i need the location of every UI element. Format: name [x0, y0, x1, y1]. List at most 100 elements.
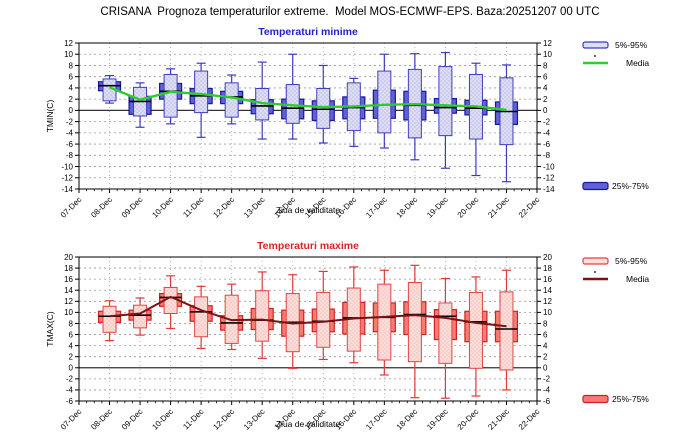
y-tick-label-left: 12 [64, 297, 73, 306]
y-tick-label-right: 8 [543, 319, 548, 328]
y-tick-label-left: 2 [69, 95, 74, 104]
y-tick-label-left: -2 [66, 117, 74, 126]
box-group [342, 77, 366, 147]
y-tick-label-left: 18 [64, 264, 73, 273]
box-group [97, 74, 122, 104]
chart-title: Temperaturi maxime [257, 240, 359, 252]
y-tick-label-left: -10 [61, 162, 73, 171]
x-tick-label: 19-Dec [425, 195, 450, 220]
box-group [281, 53, 305, 140]
y-tick-label-right: 4 [543, 84, 548, 93]
y-tick-label-right: 16 [543, 275, 552, 284]
x-tick-label: 12-Dec [211, 195, 236, 220]
y-tick-label-left: 6 [69, 72, 74, 81]
legend-range-label: 5%-95% [615, 256, 648, 266]
box-5-95 [133, 304, 148, 329]
box-group [128, 297, 152, 336]
box-5-95 [316, 291, 331, 348]
y-tick-label-left: 20 [64, 253, 73, 262]
y-tick-label-left: 0 [69, 106, 74, 115]
y-tick-label-right: 6 [543, 330, 548, 339]
y-tick-label-left: 6 [69, 330, 74, 339]
box-5-95 [438, 302, 453, 364]
y-tick-label-left: -12 [61, 174, 73, 183]
box-5-95 [438, 66, 453, 137]
y-tick-label-right: 14 [543, 286, 552, 295]
page-title: CRISANA Prognoza temperaturilor extreme.… [100, 6, 600, 18]
y-tick-label-right: 6 [543, 72, 548, 81]
plot-frame [78, 42, 538, 190]
legend-iqr-swatch [582, 181, 609, 191]
y-tick-label-left: -4 [66, 129, 74, 138]
y-tick-label-right: -6 [543, 140, 551, 149]
x-axis-label: Ziua de validitate [276, 205, 341, 215]
x-tick-label: 19-Dec [425, 407, 450, 432]
box-group [311, 270, 335, 361]
y-tick-label-left: -6 [66, 397, 74, 406]
y-tick-label-right: 10 [543, 308, 552, 317]
y-tick-label-right: 0 [543, 106, 548, 115]
y-tick-label-right: -12 [543, 174, 555, 183]
y-tick-label-right: 2 [543, 352, 548, 361]
y-tick-label-left: 4 [69, 84, 74, 93]
y-tick-label-right: -14 [543, 185, 555, 194]
y-tick-label-right: -4 [543, 129, 551, 138]
legend-range-label: 5%-95% [615, 40, 648, 50]
box-group [220, 74, 244, 125]
x-tick-label: 18-Dec [395, 195, 420, 220]
box-5-95 [316, 87, 331, 129]
x-tick-label: 21-Dec [486, 195, 511, 220]
x-tick-label: 21-Dec [486, 407, 511, 432]
y-tick-label-left: 10 [64, 50, 73, 59]
y-tick-label-right: -8 [543, 151, 551, 160]
legend-mean-label: Media [626, 274, 649, 284]
x-tick-label: 17-Dec [364, 195, 389, 220]
y-tick-label-right: 10 [543, 50, 552, 59]
box-group [433, 51, 457, 169]
box-5-95 [377, 70, 392, 134]
y-tick-label-right: -10 [543, 162, 555, 171]
y-tick-label-right: 4 [543, 341, 548, 350]
box-5-95 [194, 70, 209, 114]
box-5-95 [468, 291, 483, 369]
y-tick-label-left: 0 [69, 364, 74, 373]
x-tick-label: 07-Dec [59, 407, 84, 432]
legend-range-swatch [582, 257, 609, 265]
box-group [403, 53, 427, 161]
y-tick-label-left: -14 [61, 185, 73, 194]
y-tick-label-left: 8 [69, 319, 74, 328]
tmin-chart: -14 -14 -12 -12 -10 -10 -8 -8 -6 -6 -4 -4 -2 -2 0 0 2 2 4 4… [45, 26, 649, 220]
box-group [403, 264, 427, 399]
legend-median-dot [593, 54, 597, 58]
x-tick-label: 13-Dec [242, 407, 267, 432]
x-tick-label: 20-Dec [456, 407, 481, 432]
box-group [159, 68, 183, 125]
x-tick-label: 20-Dec [456, 195, 481, 220]
x-tick-label: 22-Dec [517, 407, 542, 432]
y-tick-label-right: -6 [543, 397, 551, 406]
box-group [433, 278, 457, 399]
y-tick-label-right: 8 [543, 61, 548, 70]
box-group [494, 64, 519, 183]
y-tick-label-right: -2 [543, 375, 551, 384]
y-tick-label-right: 12 [543, 39, 552, 48]
legend-iqr-label: 25%-75% [612, 394, 649, 404]
x-tick-label: 10-Dec [150, 195, 175, 220]
legend-range-swatch [582, 41, 609, 49]
x-tick-label: 11-Dec [181, 407, 205, 431]
box-5-95 [224, 82, 239, 118]
box-5-95 [102, 305, 117, 333]
y-tick-label-right: 20 [543, 253, 552, 262]
x-tick-label: 17-Dec [364, 407, 389, 432]
y-tick-label-right: 0 [543, 364, 548, 373]
tmax-chart: -6 -6 -4 -4 -2 -2 0 0 2 2 4 4 6 6 8 8 10 10 12 12 14 14 16 16 18… [45, 240, 649, 432]
box-5-95 [499, 291, 514, 371]
y-tick-label-left: 2 [69, 352, 74, 361]
y-tick-label-right: -4 [543, 386, 551, 395]
y-tick-label-right: -2 [543, 117, 551, 126]
box-group [250, 61, 274, 140]
legend-iqr-swatch [582, 394, 609, 404]
x-tick-label: 09-Dec [120, 407, 145, 432]
box-group [97, 300, 122, 342]
